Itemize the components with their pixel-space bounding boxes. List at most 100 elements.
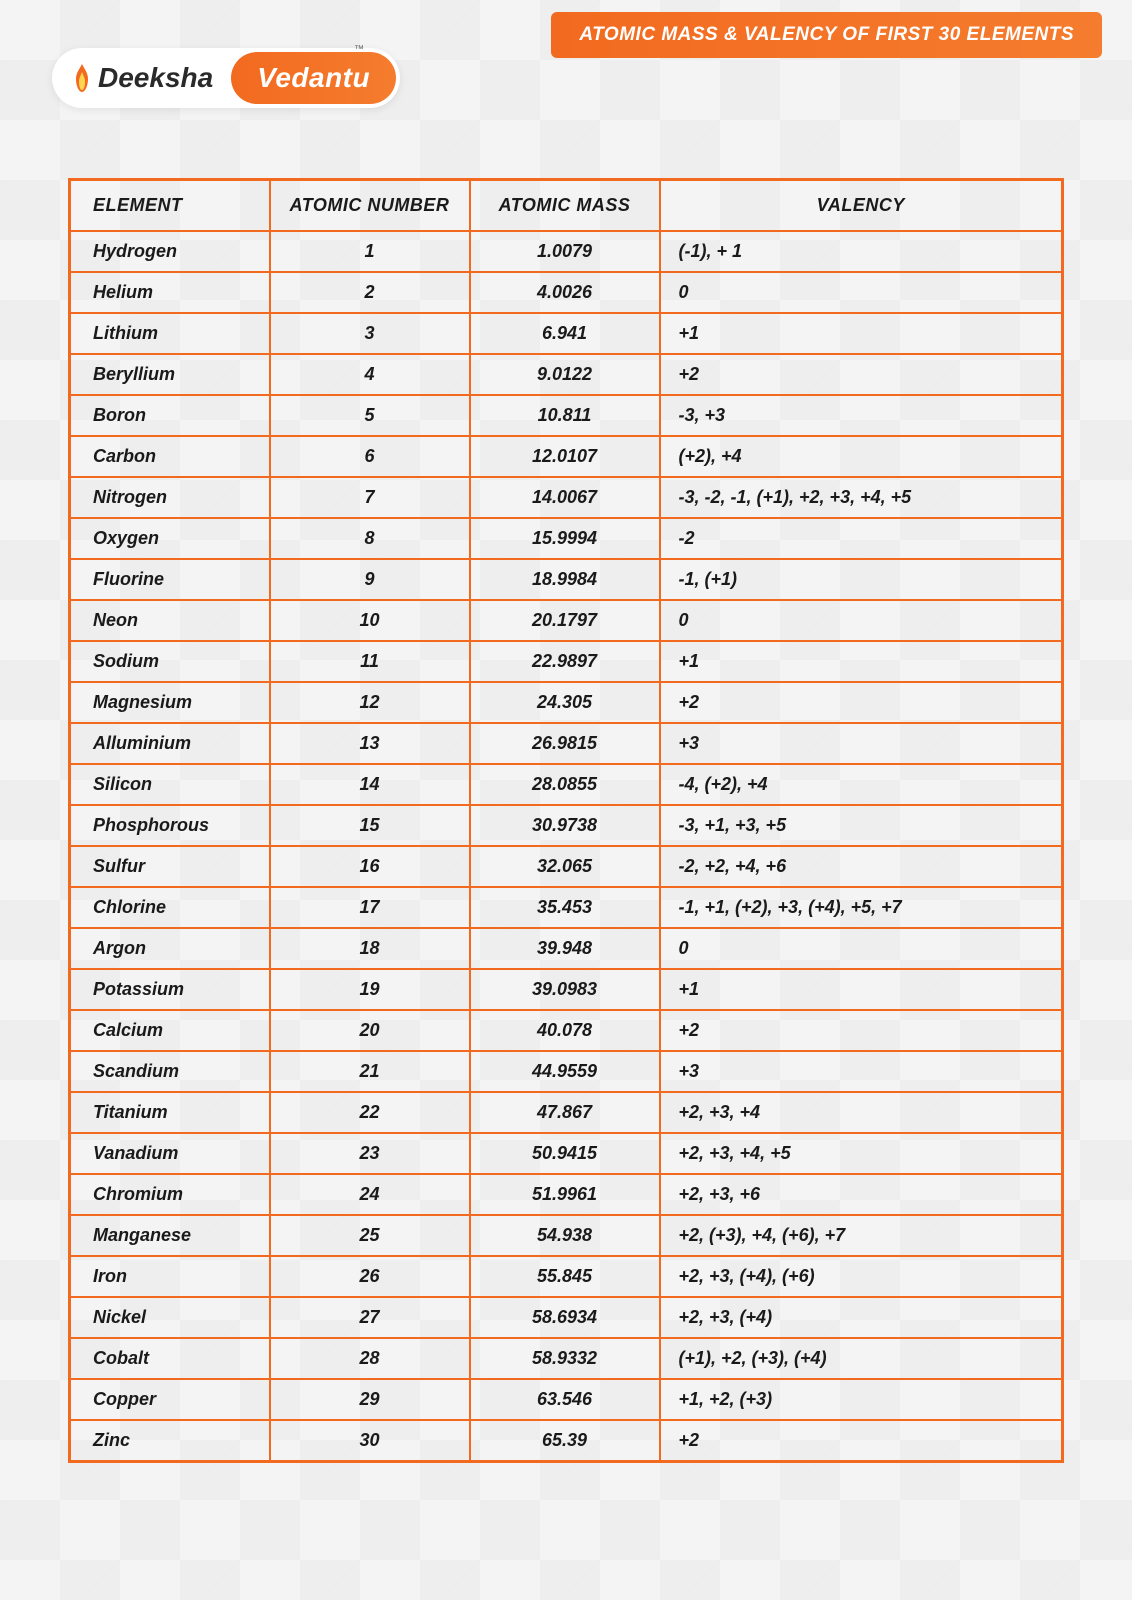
table-row: Calcium2040.078+2: [70, 1010, 1063, 1051]
col-atomic-mass: ATOMIC MASS: [470, 180, 660, 232]
table-cell: +3: [660, 1051, 1063, 1092]
table-cell: +3: [660, 723, 1063, 764]
table-cell: 18: [270, 928, 470, 969]
table-cell: -4, (+2), +4: [660, 764, 1063, 805]
table-row: Carbon612.0107(+2), +4: [70, 436, 1063, 477]
table-cell: 21: [270, 1051, 470, 1092]
table-row: Copper2963.546+1, +2, (+3): [70, 1379, 1063, 1420]
table-cell: (-1), + 1: [660, 231, 1063, 272]
table-row: Sodium1122.9897+1: [70, 641, 1063, 682]
table-row: Manganese2554.938+2, (+3), +4, (+6), +7: [70, 1215, 1063, 1256]
table-cell: 29: [270, 1379, 470, 1420]
table-cell: Zinc: [70, 1420, 270, 1462]
table-row: Cobalt2858.9332(+1), +2, (+3), (+4): [70, 1338, 1063, 1379]
table-row: Chlorine1735.453-1, +1, (+2), +3, (+4), …: [70, 887, 1063, 928]
table-cell: Phosphorous: [70, 805, 270, 846]
table-cell: +2: [660, 354, 1063, 395]
table-cell: Copper: [70, 1379, 270, 1420]
table-cell: +2: [660, 1010, 1063, 1051]
table-cell: 55.845: [470, 1256, 660, 1297]
table-cell: +2, +3, +4: [660, 1092, 1063, 1133]
table-cell: Hydrogen: [70, 231, 270, 272]
table-cell: 18.9984: [470, 559, 660, 600]
table-cell: 35.453: [470, 887, 660, 928]
table-cell: 11: [270, 641, 470, 682]
table-cell: 28: [270, 1338, 470, 1379]
table-cell: +1: [660, 969, 1063, 1010]
table-cell: +1: [660, 641, 1063, 682]
table-cell: 6: [270, 436, 470, 477]
table-cell: 0: [660, 272, 1063, 313]
table-cell: 3: [270, 313, 470, 354]
table-cell: 14: [270, 764, 470, 805]
table-row: Scandium2144.9559+3: [70, 1051, 1063, 1092]
table-cell: 8: [270, 518, 470, 559]
table-cell: (+1), +2, (+3), (+4): [660, 1338, 1063, 1379]
table-cell: Nickel: [70, 1297, 270, 1338]
table-cell: 28.0855: [470, 764, 660, 805]
table-cell: -1, +1, (+2), +3, (+4), +5, +7: [660, 887, 1063, 928]
elements-table-container: ELEMENT ATOMIC NUMBER ATOMIC MASS VALENC…: [68, 178, 1064, 1463]
table-row: Hydrogen11.0079(-1), + 1: [70, 231, 1063, 272]
table-cell: 17: [270, 887, 470, 928]
table-cell: Manganese: [70, 1215, 270, 1256]
table-row: Helium24.00260: [70, 272, 1063, 313]
trademark-symbol: ™: [354, 44, 364, 55]
table-row: Silicon1428.0855-4, (+2), +4: [70, 764, 1063, 805]
table-cell: +2, (+3), +4, (+6), +7: [660, 1215, 1063, 1256]
table-cell: Iron: [70, 1256, 270, 1297]
table-cell: -1, (+1): [660, 559, 1063, 600]
table-cell: 40.078: [470, 1010, 660, 1051]
table-cell: 22: [270, 1092, 470, 1133]
table-cell: +2, +3, +6: [660, 1174, 1063, 1215]
table-cell: 26: [270, 1256, 470, 1297]
col-element: ELEMENT: [70, 180, 270, 232]
table-cell: 7: [270, 477, 470, 518]
table-cell: 2: [270, 272, 470, 313]
table-row: Titanium2247.867+2, +3, +4: [70, 1092, 1063, 1133]
table-cell: Vanadium: [70, 1133, 270, 1174]
table-cell: Chlorine: [70, 887, 270, 928]
table-cell: 12.0107: [470, 436, 660, 477]
table-row: Boron510.811-3, +3: [70, 395, 1063, 436]
table-row: Beryllium49.0122+2: [70, 354, 1063, 395]
table-cell: 16: [270, 846, 470, 887]
table-cell: Potassium: [70, 969, 270, 1010]
table-cell: Chromium: [70, 1174, 270, 1215]
table-row: Neon1020.17970: [70, 600, 1063, 641]
table-row: Argon1839.9480: [70, 928, 1063, 969]
table-cell: -2, +2, +4, +6: [660, 846, 1063, 887]
table-header-row: ELEMENT ATOMIC NUMBER ATOMIC MASS VALENC…: [70, 180, 1063, 232]
table-cell: 25: [270, 1215, 470, 1256]
table-cell: -3, +1, +3, +5: [660, 805, 1063, 846]
table-cell: 58.6934: [470, 1297, 660, 1338]
table-cell: 6.941: [470, 313, 660, 354]
table-cell: -3, -2, -1, (+1), +2, +3, +4, +5: [660, 477, 1063, 518]
table-cell: 19: [270, 969, 470, 1010]
table-cell: 58.9332: [470, 1338, 660, 1379]
table-cell: 0: [660, 928, 1063, 969]
table-cell: 1.0079: [470, 231, 660, 272]
flame-icon: [72, 64, 92, 92]
title-banner: ATOMIC MASS & VALENCY OF FIRST 30 ELEMEN…: [551, 12, 1102, 58]
table-cell: Alluminium: [70, 723, 270, 764]
deeksha-text: Deeksha: [98, 62, 213, 94]
table-cell: 50.9415: [470, 1133, 660, 1174]
table-cell: 24: [270, 1174, 470, 1215]
table-cell: 44.9559: [470, 1051, 660, 1092]
table-cell: +1, +2, (+3): [660, 1379, 1063, 1420]
table-cell: Helium: [70, 272, 270, 313]
table-cell: +2: [660, 682, 1063, 723]
table-cell: Beryllium: [70, 354, 270, 395]
table-cell: (+2), +4: [660, 436, 1063, 477]
table-cell: Cobalt: [70, 1338, 270, 1379]
table-row: Nickel2758.6934+2, +3, (+4): [70, 1297, 1063, 1338]
table-cell: Titanium: [70, 1092, 270, 1133]
logo-container: Deeksha Vedantu: [52, 48, 400, 108]
table-cell: Carbon: [70, 436, 270, 477]
table-row: Vanadium2350.9415+2, +3, +4, +5: [70, 1133, 1063, 1174]
table-row: Phosphorous1530.9738-3, +1, +3, +5: [70, 805, 1063, 846]
table-cell: Nitrogen: [70, 477, 270, 518]
table-cell: 30.9738: [470, 805, 660, 846]
table-cell: 51.9961: [470, 1174, 660, 1215]
